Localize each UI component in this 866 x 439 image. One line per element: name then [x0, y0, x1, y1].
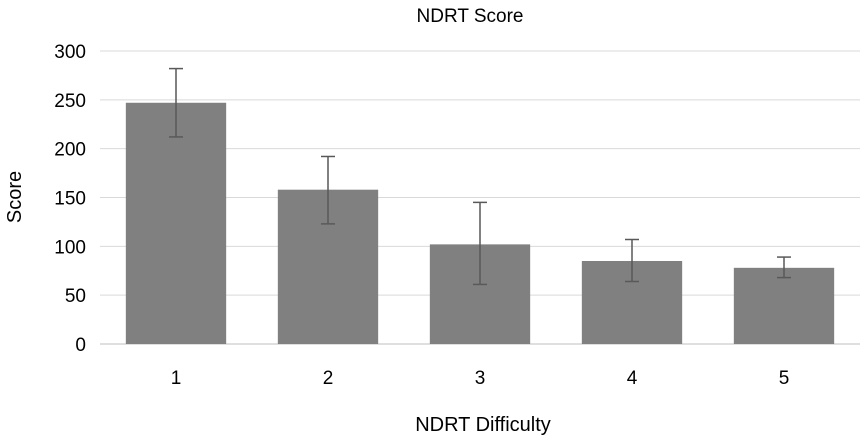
error-bar-3: [473, 201, 487, 286]
error-bar-2: [321, 155, 335, 225]
y-axis-ticks: 0 50 100 150 200 250 300: [54, 42, 86, 356]
error-bars: [169, 67, 791, 286]
x-tick-label-5: 5: [779, 368, 790, 389]
y-tick-label-50: 50: [65, 286, 86, 307]
y-tick-label-250: 250: [54, 91, 86, 112]
y-tick-label-300: 300: [54, 42, 86, 63]
x-tick-label-4: 4: [627, 368, 638, 389]
error-bar-1: [169, 67, 183, 138]
bar-1: [125, 102, 227, 344]
bar-5: [733, 267, 835, 344]
error-bar-5: [777, 256, 791, 279]
y-axis-label: Score: [4, 171, 26, 223]
y-tick-label-100: 100: [54, 237, 86, 258]
y-tick-label-150: 150: [54, 189, 86, 210]
chart-title: NDRT Score: [417, 6, 524, 27]
x-axis-label: NDRT Difficulty: [415, 414, 551, 436]
x-axis-ticks: 1 2 3 4 5: [171, 368, 790, 389]
y-tick-label-200: 200: [54, 140, 86, 161]
x-tick-label-3: 3: [475, 368, 486, 389]
error-bar-4: [625, 238, 639, 283]
x-tick-label-1: 1: [171, 368, 182, 389]
x-tick-label-2: 2: [323, 368, 334, 389]
y-tick-label-0: 0: [75, 335, 86, 356]
